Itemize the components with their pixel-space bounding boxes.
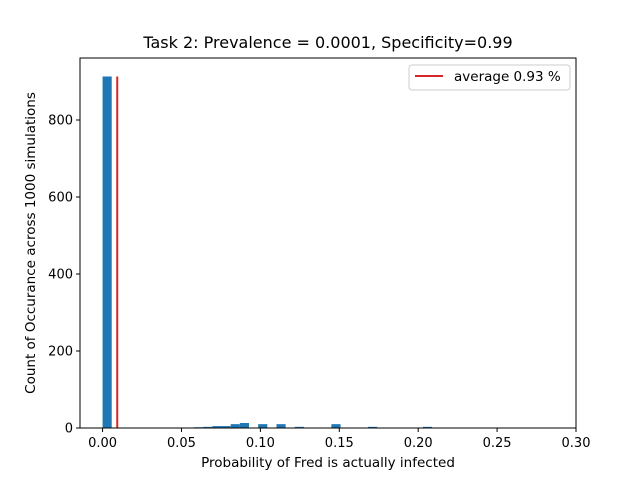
legend-label: average 0.93 % <box>454 69 561 85</box>
legend: average 0.93 % <box>408 64 571 91</box>
histogram-bar <box>258 424 268 428</box>
y-axis-label: Count of Occurance across 1000 simulatio… <box>23 92 39 394</box>
legend-box <box>408 64 571 91</box>
histogram-bar <box>239 422 250 428</box>
y-tick-label: 0 <box>65 422 73 437</box>
y-tick-label: 400 <box>48 267 73 282</box>
x-tick-label: 0.20 <box>404 436 433 451</box>
x-tick-label: 0.05 <box>167 436 196 451</box>
x-tick-label: 0.25 <box>483 436 512 451</box>
histogram-bar <box>331 424 341 428</box>
x-tick-label: 0.00 <box>88 436 117 451</box>
bars-group <box>102 76 433 429</box>
histogram-bar <box>102 76 112 429</box>
histogram-bar <box>230 424 240 428</box>
chart-title: Task 2: Prevalence = 0.0001, Specificity… <box>142 33 512 52</box>
histogram-bar <box>203 426 213 428</box>
x-axis-ticks: 0.00 0.05 0.10 0.15 0.20 0.25 0.30 <box>88 428 590 451</box>
x-tick-label: 0.15 <box>325 436 354 451</box>
y-tick-label: 600 <box>48 190 73 205</box>
axes-frame <box>79 57 577 429</box>
y-tick-label: 200 <box>48 344 73 359</box>
histogram-bar <box>212 426 222 428</box>
x-tick-label: 0.30 <box>562 436 591 451</box>
x-axis-label: Probability of Fred is actually infected <box>201 455 455 471</box>
histogram-bar <box>221 426 231 428</box>
y-axis-ticks: 0 200 400 600 800 <box>48 113 80 437</box>
x-tick-label: 0.10 <box>246 436 275 451</box>
histogram-bar <box>368 426 378 428</box>
histogram-bar <box>276 424 286 428</box>
y-tick-label: 800 <box>48 113 73 128</box>
plot-area: 0.00 0.05 0.10 0.15 0.20 0.25 0.30 0 200 400 600 8… <box>48 57 590 451</box>
histogram-bar <box>422 426 433 428</box>
histogram-bar <box>294 426 304 428</box>
